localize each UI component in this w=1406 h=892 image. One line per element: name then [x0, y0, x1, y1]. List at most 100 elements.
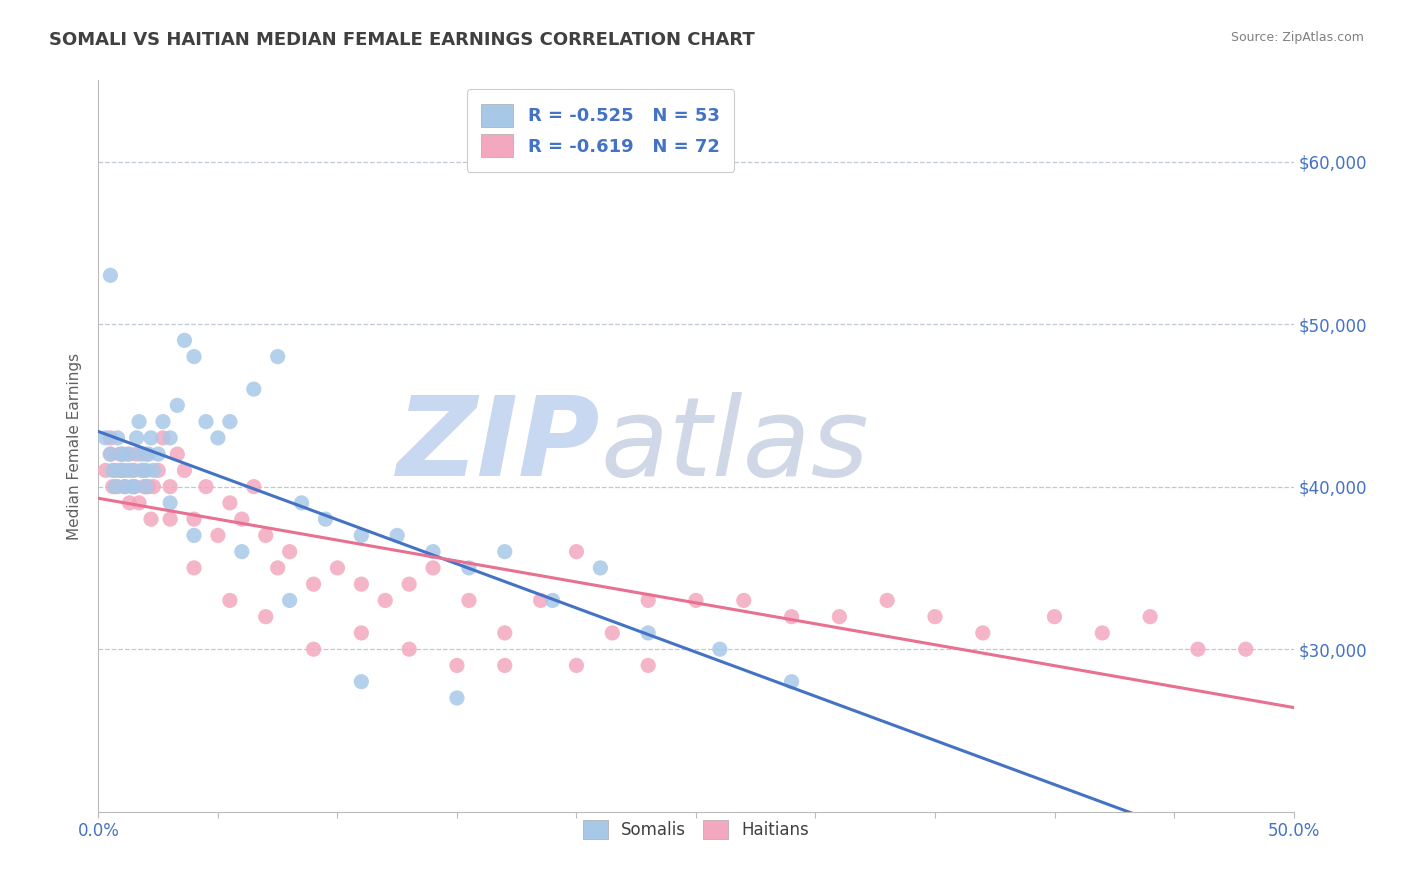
- Point: [152, 431, 174, 445]
- Point: [94, 463, 117, 477]
- Point: [243, 382, 266, 396]
- Point: [138, 447, 160, 461]
- Point: [398, 577, 420, 591]
- Point: [98, 447, 122, 461]
- Point: [458, 561, 481, 575]
- Point: [374, 593, 396, 607]
- Point: [458, 593, 481, 607]
- Point: [637, 593, 659, 607]
- Point: [733, 593, 755, 607]
- Point: [108, 447, 131, 461]
- Point: [104, 480, 127, 494]
- Point: [124, 480, 146, 494]
- Point: [115, 463, 138, 477]
- Point: [219, 593, 242, 607]
- Point: [108, 463, 131, 477]
- Point: [972, 626, 994, 640]
- Point: [780, 609, 803, 624]
- Legend: Somalis, Haitians: Somalis, Haitians: [575, 812, 817, 847]
- Point: [291, 496, 314, 510]
- Point: [173, 334, 195, 348]
- Point: [602, 626, 624, 640]
- Point: [104, 463, 127, 477]
- Point: [166, 398, 188, 412]
- Point: [101, 480, 124, 494]
- Point: [398, 642, 420, 657]
- Point: [207, 431, 229, 445]
- Point: [124, 480, 146, 494]
- Point: [195, 415, 218, 429]
- Point: [422, 544, 444, 558]
- Point: [685, 593, 707, 607]
- Point: [166, 447, 188, 461]
- Point: [135, 480, 157, 494]
- Point: [231, 544, 253, 558]
- Point: [385, 528, 409, 542]
- Point: [195, 480, 218, 494]
- Point: [565, 544, 588, 558]
- Text: Source: ZipAtlas.com: Source: ZipAtlas.com: [1230, 31, 1364, 45]
- Point: [589, 561, 612, 575]
- Point: [709, 642, 731, 657]
- Point: [254, 609, 277, 624]
- Point: [183, 528, 205, 542]
- Point: [98, 431, 122, 445]
- Point: [876, 593, 898, 607]
- Point: [132, 463, 155, 477]
- Point: [302, 577, 325, 591]
- Point: [121, 480, 143, 494]
- Point: [107, 431, 129, 445]
- Point: [183, 561, 205, 575]
- Point: [132, 480, 155, 494]
- Point: [278, 593, 301, 607]
- Text: SOMALI VS HAITIAN MEDIAN FEMALE EARNINGS CORRELATION CHART: SOMALI VS HAITIAN MEDIAN FEMALE EARNINGS…: [49, 31, 755, 49]
- Point: [125, 431, 148, 445]
- Point: [350, 577, 373, 591]
- Point: [107, 480, 129, 494]
- Point: [159, 480, 181, 494]
- Point: [159, 496, 181, 510]
- Text: ZIP: ZIP: [396, 392, 600, 500]
- Point: [207, 528, 229, 542]
- Point: [494, 658, 516, 673]
- Point: [173, 463, 195, 477]
- Point: [1187, 642, 1209, 657]
- Point: [219, 415, 242, 429]
- Point: [118, 496, 141, 510]
- Point: [98, 447, 122, 461]
- Point: [278, 544, 301, 558]
- Point: [446, 658, 468, 673]
- Point: [114, 480, 136, 494]
- Point: [121, 463, 143, 477]
- Point: [148, 447, 170, 461]
- Point: [350, 626, 373, 640]
- Point: [142, 480, 165, 494]
- Point: [1043, 609, 1066, 624]
- Point: [315, 512, 337, 526]
- Point: [350, 528, 373, 542]
- Point: [139, 431, 162, 445]
- Point: [101, 463, 124, 477]
- Point: [118, 447, 141, 461]
- Point: [111, 447, 134, 461]
- Point: [494, 626, 516, 640]
- Point: [637, 658, 659, 673]
- Point: [142, 463, 165, 477]
- Point: [111, 463, 134, 477]
- Point: [1139, 609, 1161, 624]
- Point: [114, 480, 136, 494]
- Point: [138, 480, 160, 494]
- Point: [111, 463, 134, 477]
- Point: [541, 593, 564, 607]
- Point: [780, 674, 803, 689]
- Point: [494, 544, 516, 558]
- Point: [124, 463, 146, 477]
- Text: atlas: atlas: [600, 392, 869, 500]
- Point: [231, 512, 253, 526]
- Point: [135, 447, 157, 461]
- Point: [637, 626, 659, 640]
- Point: [254, 528, 277, 542]
- Point: [98, 268, 122, 283]
- Point: [267, 561, 290, 575]
- Point: [219, 496, 242, 510]
